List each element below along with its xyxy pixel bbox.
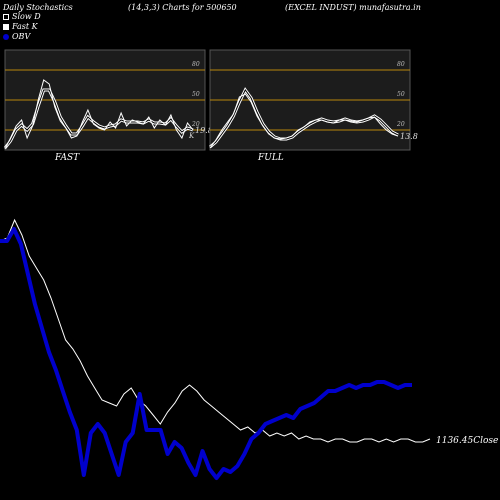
header-left-label: Daily Stochastics bbox=[3, 3, 73, 12]
legend-swatch-slow-d bbox=[3, 14, 9, 20]
legend-label-slow-d: Slow D bbox=[12, 12, 41, 21]
legend-item-fast-k: Fast K bbox=[3, 22, 41, 32]
header-right-label: (EXCEL INDUST) munafasutra.in bbox=[285, 3, 421, 12]
full-last-value-label: 13.8 bbox=[400, 132, 418, 141]
fast-series-k-line bbox=[4, 79, 194, 150]
close-price-label: 1136.45Close bbox=[436, 436, 498, 446]
header-center-label: (14,3,3) Charts for 500650 bbox=[128, 3, 237, 12]
fast-end-marker-label: K bbox=[188, 132, 195, 140]
full-series-k-line bbox=[209, 93, 399, 149]
legend-swatch-fast-k bbox=[3, 24, 9, 30]
fast-level-label-20: 20 bbox=[191, 121, 200, 128]
fast-series-inner-line bbox=[4, 89, 194, 149]
fast-last-value-label: 19.8 bbox=[195, 126, 213, 135]
fast-panel-title: FAST bbox=[54, 153, 80, 163]
legend-label-obv: OBV bbox=[12, 32, 31, 41]
full-level-label-80: 80 bbox=[397, 61, 405, 68]
legend-label-fast-k: Fast K bbox=[12, 22, 38, 31]
full-series-inner-line bbox=[209, 89, 399, 148]
full-level-label-50: 50 bbox=[397, 91, 405, 98]
legend-item-obv: OBV bbox=[3, 32, 41, 42]
fast-level-label-80: 80 bbox=[192, 61, 200, 68]
full-level-label-20: 20 bbox=[396, 121, 405, 128]
obv-line bbox=[0, 227, 412, 480]
fast-level-label-50: 50 bbox=[192, 91, 200, 98]
price-line bbox=[0, 218, 431, 443]
legend-swatch-obv bbox=[3, 34, 9, 40]
legend: Slow D Fast K OBV bbox=[3, 12, 41, 42]
legend-item-slow-d: Slow D bbox=[3, 12, 41, 22]
full-panel-title: FULL bbox=[257, 153, 284, 163]
